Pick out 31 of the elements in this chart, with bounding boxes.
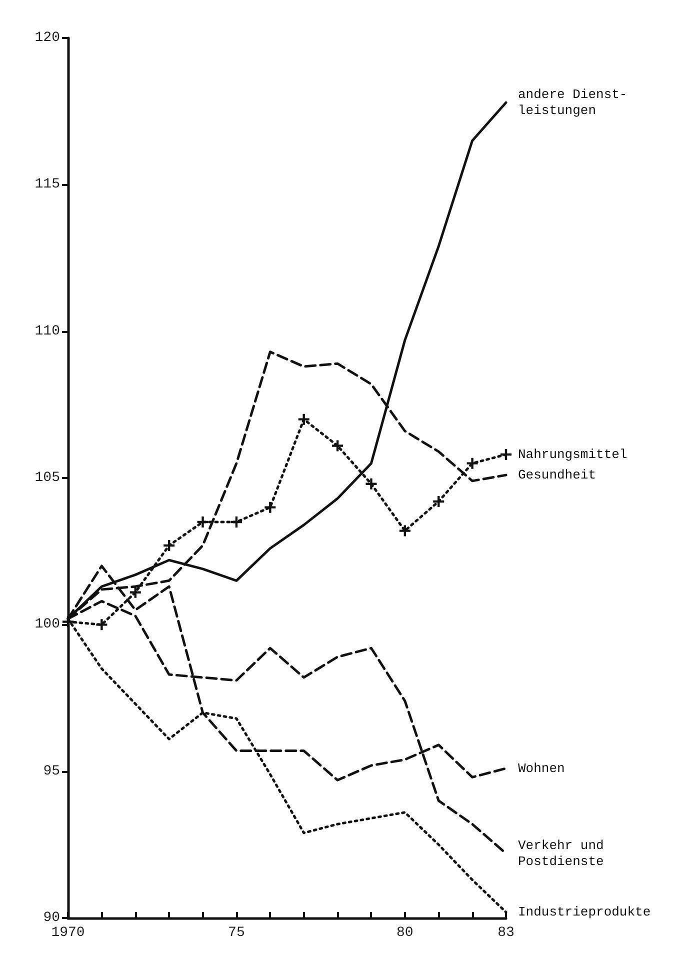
y-tick-label: 95 xyxy=(43,763,60,780)
y-tick-label: 100 xyxy=(34,616,60,633)
point xyxy=(399,525,410,536)
x-tick-label: 83 xyxy=(498,925,514,941)
point xyxy=(62,616,74,628)
point xyxy=(332,440,344,452)
x-tick-label: 75 xyxy=(228,925,245,941)
series-label: Wohnen xyxy=(518,760,565,776)
x-tick-label: 1970 xyxy=(51,925,85,941)
y-tick-label: 120 xyxy=(34,30,60,46)
point xyxy=(264,502,276,513)
point xyxy=(366,478,377,490)
series-label: Verkehr und Postdienste xyxy=(518,838,604,869)
series-label: Nahrungsmittel xyxy=(518,447,628,462)
point xyxy=(433,496,444,507)
point xyxy=(96,619,108,630)
y-tick-label: 110 xyxy=(34,323,60,340)
series-label: Industrieprodukte xyxy=(518,904,651,920)
point xyxy=(164,540,175,551)
series-label: andere Dienst- leistungen xyxy=(518,87,628,118)
series-label: Gesundheit xyxy=(518,468,596,483)
x-tick-label: 80 xyxy=(396,925,414,941)
point xyxy=(298,414,310,425)
point xyxy=(500,449,512,460)
point xyxy=(197,516,208,528)
y-tick-label: 105 xyxy=(34,470,60,486)
y-tick-label: 90 xyxy=(43,910,60,926)
point xyxy=(130,586,141,598)
y-tick-label: 115 xyxy=(34,176,60,193)
point xyxy=(466,458,478,469)
point xyxy=(230,516,242,528)
